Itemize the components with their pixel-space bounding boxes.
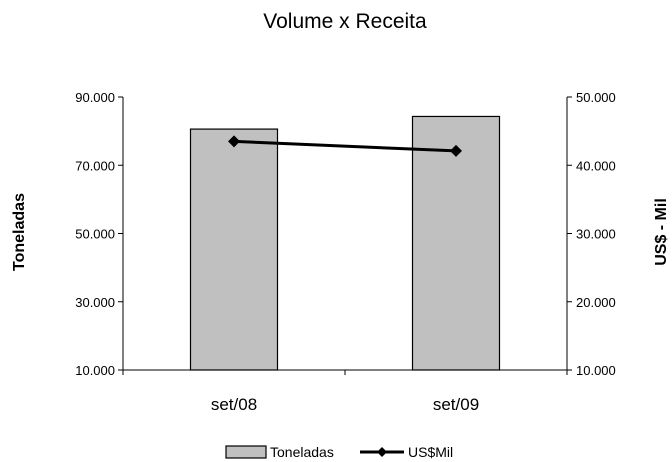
right-axis-tick-label: 40.000 <box>576 158 616 173</box>
legend-label-usmil: US$Mil <box>408 444 453 460</box>
legend: Toneladas US$Mil <box>225 444 453 460</box>
line-layer <box>228 135 462 157</box>
bars-layer <box>189 115 501 371</box>
marker-usmil-set/08 <box>228 135 240 148</box>
marker-usmil-set/09 <box>450 144 462 157</box>
right-axis-tick-label: 20.000 <box>576 295 616 310</box>
right-axis-tick-label: 30.000 <box>576 227 616 242</box>
line-usmil <box>233 139 457 153</box>
left-axis-tick-label: 90.000 <box>75 90 115 105</box>
legend-swatch-usmil-marker <box>377 447 387 457</box>
chart-title: Volume x Receita <box>263 10 427 33</box>
bar-toneladas-set/09 <box>411 115 501 371</box>
axes-layer: 10.000 30.000 50.000 70.000 90.000 10.000 20.0… <box>75 90 616 378</box>
left-axis-tick-label: 10.000 <box>75 363 115 378</box>
legend-swatch-toneladas <box>225 445 267 459</box>
right-axis-title: US$ - Mil <box>653 198 670 266</box>
left-axis-tick-label: 30.000 <box>75 295 115 310</box>
left-axis-tick-label: 70.000 <box>75 158 115 173</box>
category-labels: set/08 set/09 <box>211 395 479 414</box>
x-category-label: set/09 <box>433 395 479 414</box>
left-axis-title: Toneladas <box>11 193 28 271</box>
left-axis-tick-label: 50.000 <box>75 227 115 242</box>
bar-toneladas-set/08 <box>189 128 279 371</box>
legend-label-toneladas: Toneladas <box>270 444 334 460</box>
right-axis-tick-label: 10.000 <box>576 363 616 378</box>
right-axis-tick-label: 50.000 <box>576 90 616 105</box>
x-category-label: set/08 <box>211 395 257 414</box>
